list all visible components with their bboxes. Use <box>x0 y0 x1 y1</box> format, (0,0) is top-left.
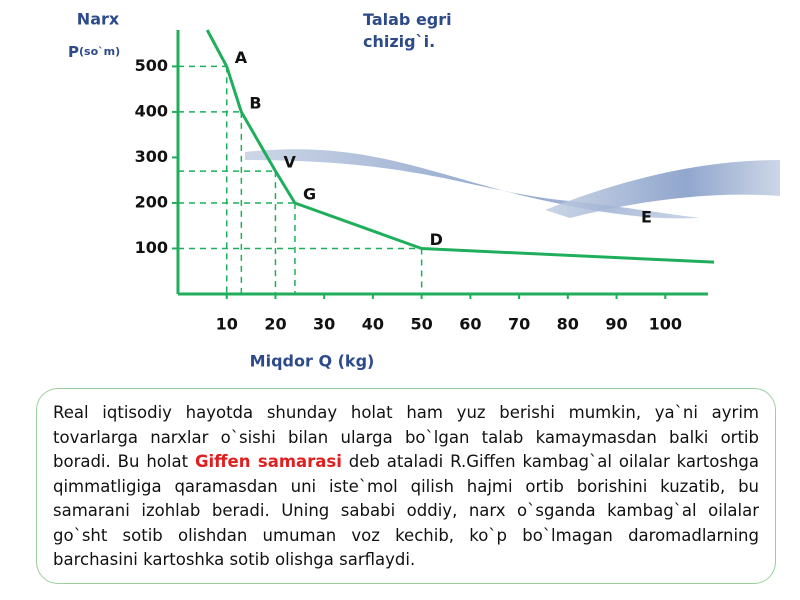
x-tick-label: 70 <box>508 315 530 334</box>
annotation: E <box>641 208 652 227</box>
y-label: Narx <box>77 10 120 29</box>
y-tick-label: 200 <box>135 192 168 211</box>
y-unit: P(so`m) <box>68 43 120 61</box>
chart-title: Talab egri chizig`i. <box>363 10 452 51</box>
y-unit-text: (so`m) <box>79 45 120 58</box>
point-label: G <box>303 184 316 203</box>
x-tick-label: 40 <box>362 315 384 334</box>
x-tick-label: 30 <box>313 315 335 334</box>
y-tick-label: 100 <box>135 238 168 257</box>
x-tick-label: 100 <box>649 315 682 334</box>
x-tick-label: 90 <box>605 315 627 334</box>
point-label: B <box>249 93 261 112</box>
point-label: V <box>283 153 296 172</box>
x-tick-label: 80 <box>557 315 579 334</box>
y-tick-label: 500 <box>135 56 168 75</box>
y-tick-label: 400 <box>135 101 168 120</box>
point-label: D <box>430 230 443 249</box>
x-tick-label: 60 <box>459 315 481 334</box>
y-symbol: P <box>68 43 79 61</box>
decor-wave <box>545 160 780 218</box>
paragraph: deb ataladi R.Giffen kambag`al oilalar k… <box>53 452 759 569</box>
chart: Narx P(so`m) Miqdor Q (kg) 100 200 300 400 5… <box>68 10 780 371</box>
x-tick-label: 10 <box>216 315 238 334</box>
demand-curve <box>205 29 715 264</box>
point-label: A <box>235 48 248 67</box>
text-box: Real iqtisodiy hayotda shunday holat ham… <box>36 388 776 584</box>
x-tick-label: 20 <box>264 315 286 334</box>
x-label: Miqdor Q (kg) <box>250 352 375 371</box>
y-tick-label: 300 <box>135 147 168 166</box>
highlight: Giffen samarasi <box>194 452 342 471</box>
decor-wave <box>245 149 700 219</box>
paragraph: Real iqtisodiy hayotda shunday holat ham… <box>53 403 759 471</box>
x-tick-label: 50 <box>411 315 433 334</box>
